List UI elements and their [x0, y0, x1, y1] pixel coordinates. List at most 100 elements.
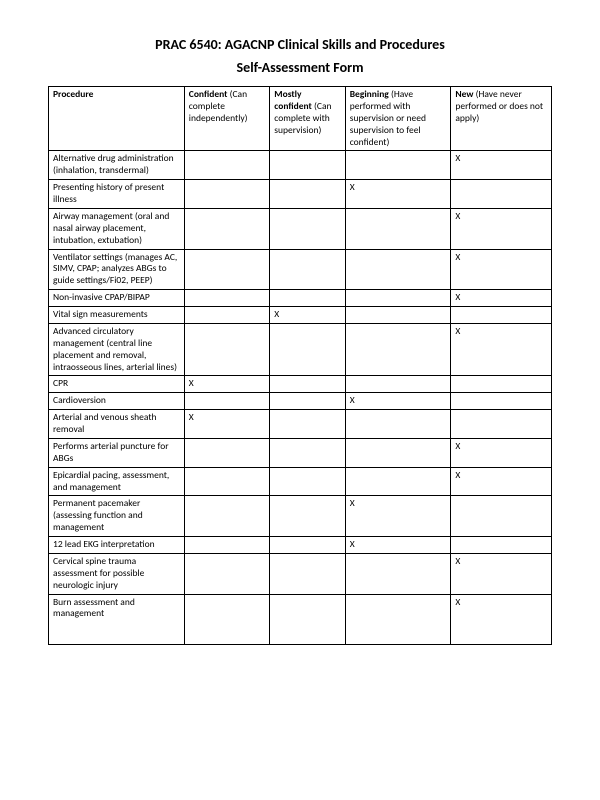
mark-cell	[345, 323, 451, 376]
mark-cell	[184, 290, 270, 307]
mark-cell	[345, 553, 451, 594]
mark-cell: X	[451, 249, 552, 290]
mark-cell	[345, 249, 451, 290]
mark-cell	[270, 496, 345, 537]
mark-cell	[270, 553, 345, 594]
mark-cell	[345, 376, 451, 393]
mark-cell	[270, 249, 345, 290]
col-header-bold: New	[455, 88, 473, 100]
table-header-row: Procedure Confident (Can complete indepe…	[49, 87, 552, 151]
procedure-cell: Advanced circulatory management (central…	[49, 323, 185, 376]
mark-cell	[184, 438, 270, 467]
mark-cell	[451, 496, 552, 537]
mark-cell: X	[451, 467, 552, 496]
mark-cell: X	[451, 290, 552, 307]
mark-cell	[270, 537, 345, 554]
mark-cell	[184, 467, 270, 496]
mark-cell: X	[184, 410, 270, 439]
table-row: Ventilator settings (manages AC, SIMV, C…	[49, 249, 552, 290]
mark-cell	[184, 208, 270, 249]
table-row: CPRX	[49, 376, 552, 393]
mark-cell: X	[451, 553, 552, 594]
table-body: Alternative drug administration (inhalat…	[49, 151, 552, 645]
procedure-cell: Permanent pacemaker (assessing function …	[49, 496, 185, 537]
procedure-cell: Vital sign measurements	[49, 307, 185, 324]
mark-cell	[270, 594, 345, 645]
table-row: Burn assessment and management X	[49, 594, 552, 645]
col-header-bold: Confident	[189, 88, 228, 100]
mark-cell	[184, 180, 270, 209]
procedure-cell: CPR	[49, 376, 185, 393]
mark-cell	[345, 410, 451, 439]
mark-cell	[184, 393, 270, 410]
table-row: Alternative drug administration (inhalat…	[49, 151, 552, 180]
table-row: Epicardial pacing, assessment, and manag…	[49, 467, 552, 496]
mark-cell	[184, 496, 270, 537]
mark-cell	[184, 151, 270, 180]
col-header-mostly-confident: Mostly confident (Can complete with supe…	[270, 87, 345, 151]
table-row: Permanent pacemaker (assessing function …	[49, 496, 552, 537]
page-container: PRAC 6540: AGACNP Clinical Skills and Pr…	[0, 0, 600, 665]
mark-cell: X	[451, 594, 552, 645]
mark-cell: X	[451, 438, 552, 467]
col-header-bold: Mostly confident	[274, 88, 312, 112]
mark-cell	[451, 393, 552, 410]
table-row: Cardioversion X	[49, 393, 552, 410]
table-row: Arterial and venous sheath removalX	[49, 410, 552, 439]
mark-cell: X	[184, 376, 270, 393]
mark-cell	[345, 594, 451, 645]
mark-cell	[451, 410, 552, 439]
mark-cell	[451, 537, 552, 554]
mark-cell	[270, 151, 345, 180]
mark-cell	[184, 594, 270, 645]
page-subtitle: Self-Assessment Form	[48, 59, 552, 76]
mark-cell	[270, 323, 345, 376]
procedure-cell: Performs arterial puncture for ABGs	[49, 438, 185, 467]
mark-cell	[270, 393, 345, 410]
procedure-cell: Non-invasive CPAP/BIPAP	[49, 290, 185, 307]
mark-cell: X	[345, 393, 451, 410]
mark-cell	[345, 467, 451, 496]
mark-cell	[270, 410, 345, 439]
col-header-bold: Procedure	[53, 88, 93, 100]
mark-cell	[451, 376, 552, 393]
table-row: Presenting history of present illness X	[49, 180, 552, 209]
table-row: Advanced circulatory management (central…	[49, 323, 552, 376]
table-row: Performs arterial puncture for ABGs X	[49, 438, 552, 467]
procedure-cell: Presenting history of present illness	[49, 180, 185, 209]
mark-cell	[451, 180, 552, 209]
mark-cell: X	[345, 496, 451, 537]
procedure-cell: Burn assessment and management	[49, 594, 185, 645]
mark-cell	[345, 290, 451, 307]
mark-cell	[345, 151, 451, 180]
procedure-cell: Alternative drug administration (inhalat…	[49, 151, 185, 180]
mark-cell	[270, 208, 345, 249]
mark-cell	[184, 323, 270, 376]
page-title: PRAC 6540: AGACNP Clinical Skills and Pr…	[48, 36, 552, 53]
table-row: Cervical spine trauma assessment for pos…	[49, 553, 552, 594]
mark-cell	[345, 307, 451, 324]
table-row: 12 lead EKG interpretationX	[49, 537, 552, 554]
mark-cell	[345, 438, 451, 467]
col-header-beginning: Beginning (Have performed with supervisi…	[345, 87, 451, 151]
mark-cell: X	[345, 180, 451, 209]
mark-cell: X	[451, 323, 552, 376]
col-header-procedure: Procedure	[49, 87, 185, 151]
mark-cell	[184, 249, 270, 290]
procedure-cell: Airway management (oral and nasal airway…	[49, 208, 185, 249]
procedure-cell: Epicardial pacing, assessment, and manag…	[49, 467, 185, 496]
procedure-cell: Cardioversion	[49, 393, 185, 410]
procedure-cell: Cervical spine trauma assessment for pos…	[49, 553, 185, 594]
col-header-bold: Beginning	[350, 88, 389, 100]
table-row: Vital sign measurements X	[49, 307, 552, 324]
skills-table: Procedure Confident (Can complete indepe…	[48, 86, 552, 645]
col-header-confident: Confident (Can complete independently)	[184, 87, 270, 151]
table-row: Airway management (oral and nasal airway…	[49, 208, 552, 249]
mark-cell	[184, 537, 270, 554]
mark-cell: X	[451, 151, 552, 180]
procedure-cell: 12 lead EKG interpretation	[49, 537, 185, 554]
mark-cell: X	[270, 307, 345, 324]
mark-cell	[270, 376, 345, 393]
mark-cell	[270, 180, 345, 209]
col-header-new: New (Have never performed or does not ap…	[451, 87, 552, 151]
